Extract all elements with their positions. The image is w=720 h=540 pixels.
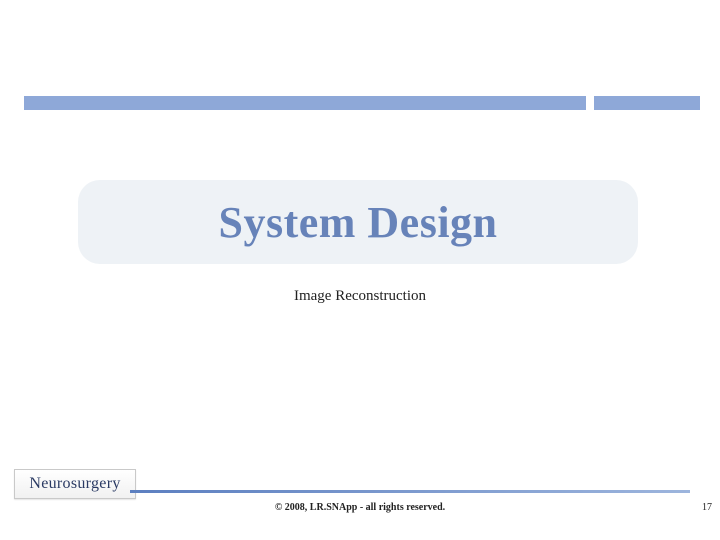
slide-title: System Design: [218, 197, 497, 248]
top-rule-segment-left: [24, 96, 586, 110]
top-rule-segment-right: [594, 96, 700, 110]
title-pill: System Design: [78, 180, 638, 264]
footer-divider: [130, 490, 690, 493]
footer-logo-text: Neurosurgery: [29, 475, 120, 493]
footer-logo: Neurosurgery: [14, 469, 136, 499]
top-rule: [0, 96, 720, 110]
page-number: 17: [702, 502, 712, 513]
slide-subtitle: Image Reconstruction: [0, 288, 720, 305]
footer-copyright: © 2008, LR.SNApp - all rights reserved.: [0, 502, 720, 513]
